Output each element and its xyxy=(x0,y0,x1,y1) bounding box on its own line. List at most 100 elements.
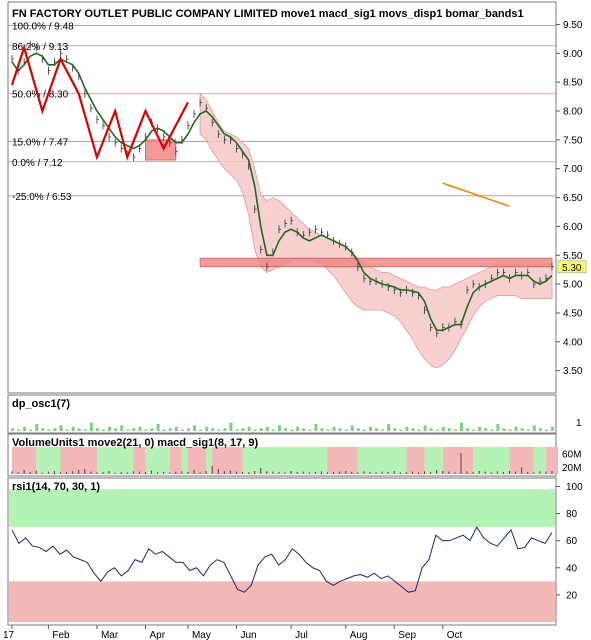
volume-zone xyxy=(545,447,559,474)
osc-bar xyxy=(459,422,463,431)
osc-bar xyxy=(77,428,81,431)
osc-bar xyxy=(532,425,536,431)
volume-zone xyxy=(533,447,546,474)
osc-bar xyxy=(435,429,439,431)
price-series xyxy=(10,40,554,338)
osc-bars xyxy=(11,422,554,431)
osc-bar xyxy=(284,428,288,431)
osc-bar xyxy=(320,428,324,431)
osc-bar xyxy=(259,428,263,431)
price-tick-label: 8.00 xyxy=(563,106,583,117)
rsi-tick-label: 20 xyxy=(566,590,578,601)
fib-label: 86.2% / 9.13 xyxy=(12,42,69,53)
osc-bar xyxy=(71,426,75,431)
osc-bar xyxy=(95,428,99,431)
fib-label: 100.0% / 9.48 xyxy=(12,22,74,33)
osc-bar xyxy=(174,426,178,431)
volume-zone xyxy=(133,447,146,474)
osc-panel-frame xyxy=(7,394,557,434)
x-tick-label: Jun xyxy=(240,630,256,640)
osc-bar xyxy=(114,428,118,431)
osc-bar xyxy=(381,429,385,431)
osc-bar xyxy=(11,428,14,431)
osc-bar xyxy=(253,429,257,431)
volume-tick-label: 60M xyxy=(562,449,581,460)
volume-zone xyxy=(96,447,134,474)
osc-bar xyxy=(17,429,21,431)
osc-chart-title: dp_osc1(7) xyxy=(12,398,70,410)
rsi-overbought-zone xyxy=(9,489,555,528)
osc-bar xyxy=(89,422,93,431)
osc-bar xyxy=(277,425,281,431)
osc-bar xyxy=(417,429,421,431)
osc-bar xyxy=(332,426,336,431)
osc-bar xyxy=(441,426,445,431)
osc-bar xyxy=(508,429,512,431)
volume-zone xyxy=(169,447,182,474)
osc-bar xyxy=(308,429,312,431)
osc-bar xyxy=(520,428,524,431)
osc-bar xyxy=(241,428,245,431)
osc-bar xyxy=(211,428,215,431)
osc-bar xyxy=(23,426,27,431)
zigzag-line xyxy=(10,43,189,161)
osc-bar xyxy=(53,428,57,431)
osc-bar xyxy=(478,426,482,431)
fib-label: 50.0% / 8.30 xyxy=(12,90,69,101)
osc-bar xyxy=(132,428,136,431)
osc-bar xyxy=(344,429,348,431)
bollinger-bands xyxy=(145,92,553,369)
volume-zone xyxy=(181,447,188,474)
rsi-panel: rsi1(14, 70, 30, 1) xyxy=(7,477,557,626)
osc-bar xyxy=(514,426,518,431)
osc-bar xyxy=(223,428,227,431)
last-price-tag xyxy=(557,260,587,274)
osc-bar xyxy=(265,426,269,431)
volume-zone xyxy=(424,447,443,474)
fib-label: -25.0% / 6.53 xyxy=(12,192,72,203)
osc-bar xyxy=(314,424,318,431)
price-axis: 9.50 9.00 8.50 8.00 7.50 7.00 6.50 6.00 5.50 5.00… xyxy=(556,20,587,377)
osc-bar xyxy=(423,425,427,431)
fib-label: 0.0% / 7.12 xyxy=(12,158,63,169)
volume-zone xyxy=(442,447,474,474)
osc-bar xyxy=(83,429,87,431)
osc-bar xyxy=(338,428,342,431)
volume-zone xyxy=(357,447,407,474)
osc-bar xyxy=(544,429,548,431)
price-tick-label: 7.00 xyxy=(563,164,583,175)
volume-zone xyxy=(145,447,170,474)
osc-axis: 1 xyxy=(576,418,582,429)
osc-bar xyxy=(387,424,391,431)
rsi-tick-label: 40 xyxy=(566,563,578,574)
osc-bar xyxy=(126,429,130,431)
rsi-oversold-zone xyxy=(9,581,555,622)
osc-bar xyxy=(526,429,530,431)
price-panel-frame xyxy=(7,1,557,394)
price-tick-label: 9.50 xyxy=(563,20,583,31)
volume-panel: VolumeUnits1 move2(21, 0) macd_sig1(8, 1… xyxy=(7,433,559,477)
price-chart-title: FN FACTORY OUTLET PUBLIC COMPANY LIMITED… xyxy=(12,8,524,20)
volume-zone xyxy=(242,447,328,474)
orange-projection-line xyxy=(442,182,510,207)
osc-panel: dp_osc1(7) xyxy=(7,394,557,434)
osc-bar xyxy=(180,429,184,431)
volume-zone xyxy=(60,447,97,474)
osc-bar xyxy=(296,426,300,431)
osc-bar xyxy=(496,424,500,431)
osc-bar xyxy=(199,429,203,431)
rsi-line xyxy=(11,526,553,593)
osc-bar xyxy=(168,428,172,431)
osc-bar xyxy=(350,425,354,431)
osc-bar xyxy=(453,429,457,431)
volume-zone xyxy=(406,447,425,474)
rsi-axis: 100 80 60 40 20 xyxy=(556,482,583,601)
price-tick-label: 9.00 xyxy=(563,49,583,60)
osc-bar xyxy=(399,429,403,431)
volume-zone xyxy=(187,447,207,474)
price-tick-label: 5.50 xyxy=(563,251,583,262)
osc-bar xyxy=(205,426,209,431)
x-tick-label: May xyxy=(192,630,211,640)
volume-bars xyxy=(11,447,559,474)
